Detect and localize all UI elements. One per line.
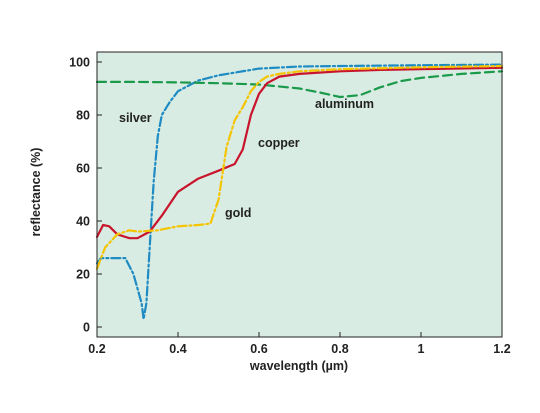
- series-label-silver: silver: [119, 111, 152, 125]
- x-axis-label: wavelength (µm): [249, 359, 348, 373]
- y-tick-label: 60: [76, 162, 90, 176]
- series-line-gold: [95, 64, 504, 270]
- x-tick-label: 0.8: [331, 342, 348, 356]
- y-tick-label: 40: [76, 215, 90, 229]
- y-axis-label: reflectance (%): [29, 148, 43, 237]
- series-line-copper: [95, 66, 504, 240]
- x-axis-ticks: 0.2 0.4 0.6 0.8 1 1.2: [88, 332, 511, 356]
- x-tick-label: 0.6: [250, 342, 267, 356]
- y-tick-label: 20: [76, 268, 90, 282]
- x-tick-label: 1.2: [493, 342, 510, 356]
- x-tick-label: 0.2: [88, 342, 105, 356]
- y-axis-ticks: 0 20 40 60 80 100: [69, 56, 102, 335]
- series-group: [95, 63, 504, 321]
- y-tick-label: 0: [83, 321, 90, 335]
- y-tick-label: 100: [69, 56, 90, 70]
- series-line-silver: [95, 63, 504, 321]
- series-label-copper: copper: [258, 136, 300, 150]
- x-tick-label: 1: [418, 342, 425, 356]
- series-line-aluminum: [95, 70, 504, 99]
- series-label-aluminum: aluminum: [315, 97, 374, 111]
- y-tick-label: 80: [76, 109, 90, 123]
- plot-background: [97, 52, 502, 337]
- x-tick-label: 0.4: [169, 342, 186, 356]
- series-label-gold: gold: [225, 206, 251, 220]
- plot-frame: [96, 51, 503, 338]
